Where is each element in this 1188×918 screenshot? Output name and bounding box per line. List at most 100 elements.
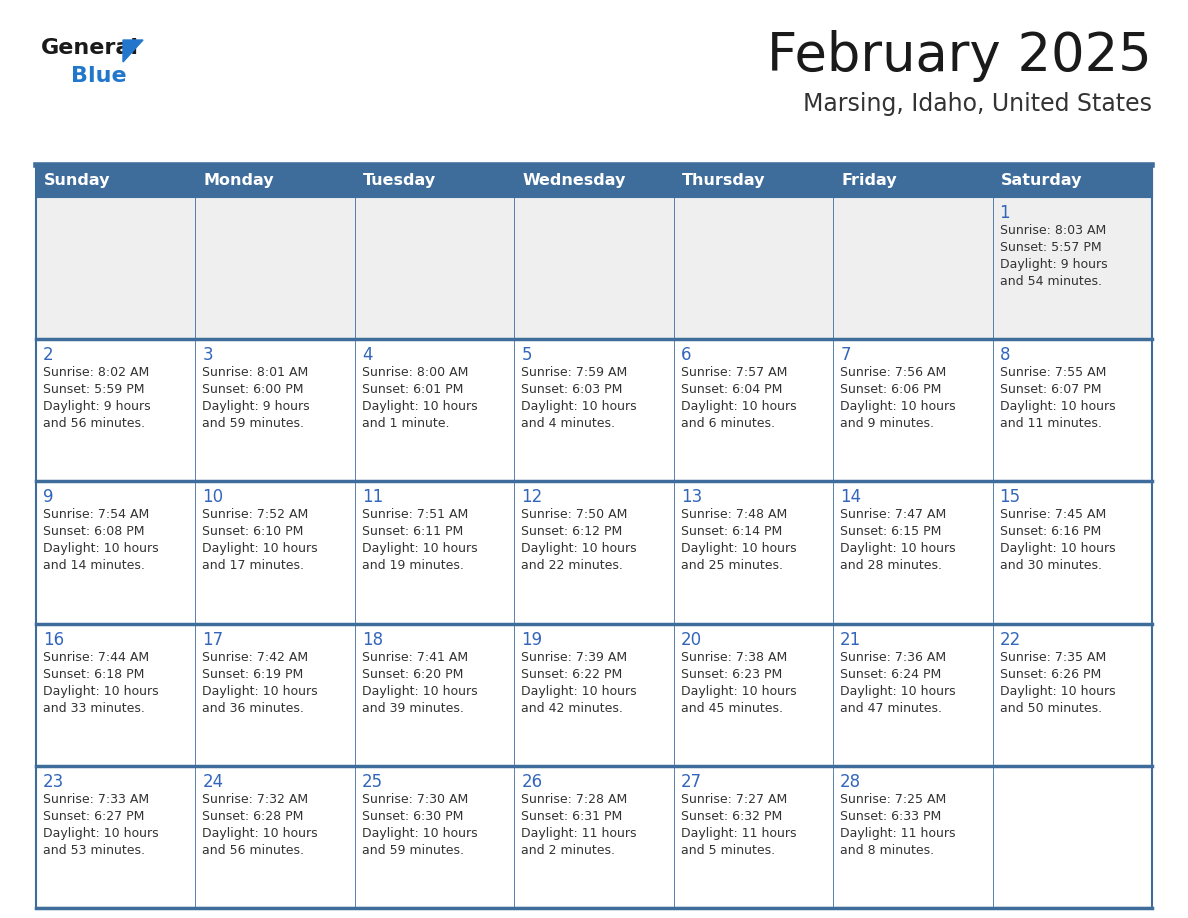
Text: and 42 minutes.: and 42 minutes.	[522, 701, 624, 714]
Text: Sunset: 6:07 PM: Sunset: 6:07 PM	[999, 383, 1101, 397]
Text: Sunset: 6:04 PM: Sunset: 6:04 PM	[681, 383, 782, 397]
Text: Sunset: 6:16 PM: Sunset: 6:16 PM	[999, 525, 1101, 538]
Bar	[514, 623, 674, 766]
Text: Daylight: 10 hours: Daylight: 10 hours	[840, 400, 956, 413]
Text: Sunset: 6:24 PM: Sunset: 6:24 PM	[840, 667, 941, 680]
Text: and 50 minutes.: and 50 minutes.	[999, 701, 1101, 714]
Text: Sunset: 6:31 PM: Sunset: 6:31 PM	[522, 810, 623, 823]
Bar	[196, 481, 355, 623]
Bar	[196, 165, 355, 197]
Bar	[196, 623, 355, 766]
Text: Sunrise: 7:52 AM: Sunrise: 7:52 AM	[202, 509, 309, 521]
Text: 28: 28	[840, 773, 861, 790]
Text: Sunrise: 7:44 AM: Sunrise: 7:44 AM	[43, 651, 150, 664]
Bar	[514, 481, 674, 623]
Text: 21: 21	[840, 631, 861, 649]
Bar	[36, 165, 196, 197]
Text: and 5 minutes.: and 5 minutes.	[681, 844, 775, 856]
Text: and 4 minutes.: and 4 minutes.	[522, 417, 615, 431]
Text: 6: 6	[681, 346, 691, 364]
Text: Sunset: 6:28 PM: Sunset: 6:28 PM	[202, 810, 304, 823]
Text: Daylight: 11 hours: Daylight: 11 hours	[840, 827, 955, 840]
Text: Sunrise: 7:28 AM: Sunrise: 7:28 AM	[522, 793, 627, 806]
Bar	[196, 339, 355, 481]
Text: and 8 minutes.: and 8 minutes.	[840, 844, 934, 856]
Bar	[833, 766, 992, 908]
Text: 3: 3	[202, 346, 213, 364]
Text: 25: 25	[362, 773, 383, 790]
Text: Daylight: 10 hours: Daylight: 10 hours	[362, 543, 478, 555]
Bar	[674, 481, 833, 623]
Bar	[992, 481, 1152, 623]
Text: Daylight: 10 hours: Daylight: 10 hours	[999, 543, 1116, 555]
Text: Sunrise: 7:27 AM: Sunrise: 7:27 AM	[681, 793, 786, 806]
Bar	[674, 766, 833, 908]
Bar	[355, 339, 514, 481]
Text: Daylight: 10 hours: Daylight: 10 hours	[43, 685, 159, 698]
Text: and 25 minutes.: and 25 minutes.	[681, 559, 783, 573]
Text: Sunrise: 7:57 AM: Sunrise: 7:57 AM	[681, 366, 788, 379]
Text: Sunrise: 7:45 AM: Sunrise: 7:45 AM	[999, 509, 1106, 521]
Text: and 6 minutes.: and 6 minutes.	[681, 417, 775, 431]
Text: Daylight: 10 hours: Daylight: 10 hours	[202, 827, 318, 840]
Bar	[833, 197, 992, 339]
Text: and 56 minutes.: and 56 minutes.	[202, 844, 304, 856]
Text: Sunset: 6:10 PM: Sunset: 6:10 PM	[202, 525, 304, 538]
Text: Daylight: 10 hours: Daylight: 10 hours	[43, 543, 159, 555]
Bar	[674, 165, 833, 197]
Text: Sunrise: 7:59 AM: Sunrise: 7:59 AM	[522, 366, 627, 379]
Bar	[992, 623, 1152, 766]
Text: Sunset: 6:32 PM: Sunset: 6:32 PM	[681, 810, 782, 823]
Text: Sunset: 6:08 PM: Sunset: 6:08 PM	[43, 525, 145, 538]
Bar	[355, 197, 514, 339]
Bar	[196, 766, 355, 908]
Text: Sunrise: 7:50 AM: Sunrise: 7:50 AM	[522, 509, 627, 521]
Text: Sunset: 6:01 PM: Sunset: 6:01 PM	[362, 383, 463, 397]
Text: Daylight: 10 hours: Daylight: 10 hours	[202, 543, 318, 555]
Text: Sunset: 6:00 PM: Sunset: 6:00 PM	[202, 383, 304, 397]
Text: Sunrise: 7:55 AM: Sunrise: 7:55 AM	[999, 366, 1106, 379]
Bar	[36, 481, 196, 623]
Text: Sunset: 6:33 PM: Sunset: 6:33 PM	[840, 810, 941, 823]
Text: Daylight: 11 hours: Daylight: 11 hours	[522, 827, 637, 840]
Text: 12: 12	[522, 488, 543, 507]
Text: 27: 27	[681, 773, 702, 790]
Text: Sunset: 6:30 PM: Sunset: 6:30 PM	[362, 810, 463, 823]
Text: and 2 minutes.: and 2 minutes.	[522, 844, 615, 856]
Text: and 14 minutes.: and 14 minutes.	[43, 559, 145, 573]
Text: Daylight: 10 hours: Daylight: 10 hours	[362, 685, 478, 698]
Text: and 33 minutes.: and 33 minutes.	[43, 701, 145, 714]
Text: 18: 18	[362, 631, 383, 649]
Text: and 56 minutes.: and 56 minutes.	[43, 417, 145, 431]
Text: and 28 minutes.: and 28 minutes.	[840, 559, 942, 573]
Bar	[992, 339, 1152, 481]
Bar	[196, 197, 355, 339]
Text: and 9 minutes.: and 9 minutes.	[840, 417, 934, 431]
Text: Sunset: 6:06 PM: Sunset: 6:06 PM	[840, 383, 942, 397]
Text: Sunset: 6:15 PM: Sunset: 6:15 PM	[840, 525, 942, 538]
Text: Sunrise: 7:39 AM: Sunrise: 7:39 AM	[522, 651, 627, 664]
Bar	[992, 165, 1152, 197]
Text: Sunrise: 7:36 AM: Sunrise: 7:36 AM	[840, 651, 947, 664]
Text: and 17 minutes.: and 17 minutes.	[202, 559, 304, 573]
Text: 9: 9	[43, 488, 53, 507]
Text: 26: 26	[522, 773, 543, 790]
Text: 5: 5	[522, 346, 532, 364]
Text: 15: 15	[999, 488, 1020, 507]
Text: Daylight: 10 hours: Daylight: 10 hours	[840, 685, 956, 698]
Text: and 39 minutes.: and 39 minutes.	[362, 701, 463, 714]
Bar	[833, 481, 992, 623]
Bar	[355, 766, 514, 908]
Text: 16: 16	[43, 631, 64, 649]
Text: Sunrise: 8:00 AM: Sunrise: 8:00 AM	[362, 366, 468, 379]
Text: Daylight: 10 hours: Daylight: 10 hours	[362, 400, 478, 413]
Text: 10: 10	[202, 488, 223, 507]
Text: 7: 7	[840, 346, 851, 364]
Bar	[674, 339, 833, 481]
Text: and 54 minutes.: and 54 minutes.	[999, 275, 1101, 288]
Text: 22: 22	[999, 631, 1020, 649]
Text: 14: 14	[840, 488, 861, 507]
Text: Saturday: Saturday	[1000, 174, 1082, 188]
Text: Tuesday: Tuesday	[362, 174, 436, 188]
Text: Sunrise: 8:01 AM: Sunrise: 8:01 AM	[202, 366, 309, 379]
